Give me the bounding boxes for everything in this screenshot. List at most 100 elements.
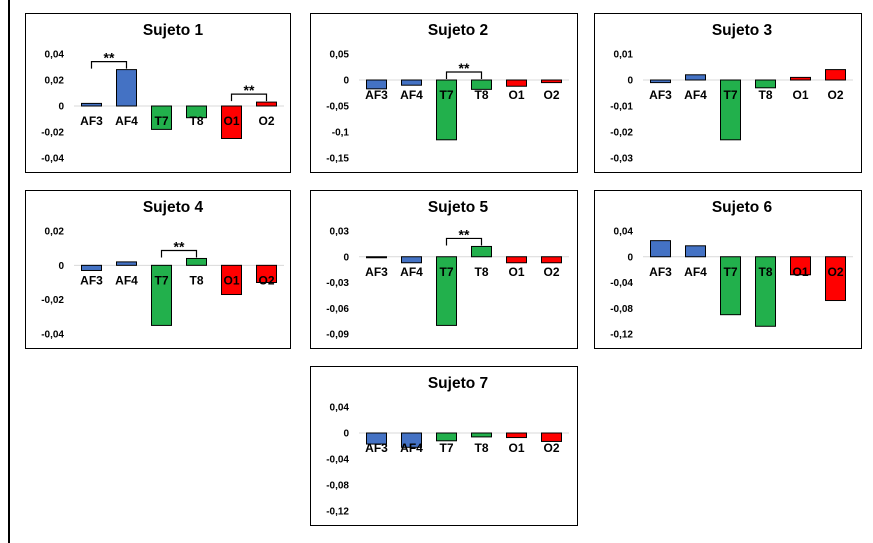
x-category-label: O1 <box>223 114 239 128</box>
y-tick-label: 0,01 <box>614 50 634 61</box>
bar-o1 <box>221 264 242 296</box>
bar-t7 <box>720 256 741 316</box>
y-tick-label: 0,05 <box>330 50 350 61</box>
chart-title: Sujeto 1 <box>143 22 204 39</box>
y-tick-label: -0,15 <box>326 154 349 165</box>
bar-af3 <box>366 256 387 259</box>
chart-svg: Sujeto 5 0,03 0 -0,03 -0,06 -0,09 AF3 AF4 T7 T8 O1… <box>326 199 569 341</box>
x-category-label: O1 <box>508 88 524 102</box>
x-category-label: O2 <box>543 88 559 102</box>
bar-af4 <box>116 261 137 266</box>
significance-bracket <box>160 249 198 258</box>
bar-o2 <box>256 101 277 107</box>
x-category-label: T8 <box>474 88 488 102</box>
chart-svg: Sujeto 6 0,04 0 -0,04 -0,08 -0,12 AF3 AF4 T7 T8 O1… <box>610 199 853 341</box>
y-tick-label: -0,03 <box>326 278 349 289</box>
x-category-label: O2 <box>827 88 843 102</box>
y-tick-label: -0,05 <box>326 102 349 113</box>
bar-o2 <box>825 69 846 81</box>
y-tick-label: -0,02 <box>41 295 64 306</box>
chart-panel-sujeto-2: Sujeto 2 0,05 0 -0,05 -0,1 -0,15 AF3 AF4 T7 T8 O1 O… <box>310 13 578 173</box>
bar-af4 <box>685 245 706 258</box>
bar-o2 <box>541 432 562 442</box>
bar-t7 <box>151 105 172 130</box>
y-tick-label: 0,04 <box>45 50 65 61</box>
x-category-label: O1 <box>792 88 808 102</box>
bar-t7 <box>436 256 457 326</box>
x-category-label: T8 <box>758 265 772 279</box>
x-category-label: O1 <box>792 265 808 279</box>
significance-bracket <box>230 93 268 102</box>
significance-bracket <box>445 71 483 79</box>
bar-t7 <box>436 432 457 442</box>
chart-panel-sujeto-1: Sujeto 1 0,04 0,02 0 -0,02 -0,04 AF3 AF4 T7 T8 O1 O… <box>25 13 291 173</box>
bar-af4 <box>685 74 706 81</box>
y-tick-label: -0,09 <box>326 330 349 341</box>
bar-t8 <box>471 245 492 258</box>
y-tick-label: 0 <box>343 429 349 440</box>
x-category-label: AF4 <box>115 114 138 128</box>
bar-o1 <box>506 79 527 87</box>
x-category-label: T7 <box>723 265 737 279</box>
y-tick-label: -0,06 <box>326 304 349 315</box>
x-category-label: O1 <box>508 265 524 279</box>
bar-t7 <box>151 264 172 326</box>
x-category-label: T7 <box>154 273 168 287</box>
chart-svg: Sujeto 2 0,05 0 -0,05 -0,1 -0,15 AF3 AF4 T7 T8 O1 O… <box>326 22 569 165</box>
bar-af4 <box>401 79 422 86</box>
significance-marker: ** <box>459 226 470 242</box>
bar-af4 <box>116 69 137 107</box>
bar-af3 <box>650 240 671 258</box>
bar-t8 <box>755 79 776 89</box>
x-category-label: AF3 <box>80 273 103 287</box>
x-category-label: AF3 <box>80 114 103 128</box>
significance-marker: ** <box>174 238 185 254</box>
chart-panel-sujeto-3: Sujeto 3 0,01 0 -0,01 -0,02 -0,03 AF3 AF4 T7 T8 O1… <box>594 13 862 173</box>
x-category-label: AF3 <box>649 265 672 279</box>
x-category-label: O2 <box>543 441 559 455</box>
bar-af3 <box>81 102 102 107</box>
bar-af4 <box>401 256 422 264</box>
x-category-label: AF4 <box>115 273 138 287</box>
y-tick-label: 0 <box>343 76 349 87</box>
x-category-label: T8 <box>189 114 203 128</box>
x-category-label: T8 <box>474 441 488 455</box>
chart-panel-sujeto-5: Sujeto 5 0,03 0 -0,03 -0,06 -0,09 AF3 AF4 T7 T8 O1… <box>310 190 578 349</box>
x-category-label: AF3 <box>365 441 388 455</box>
bar-t8 <box>186 257 207 266</box>
bar-af3 <box>81 264 102 271</box>
x-category-label: AF3 <box>365 88 388 102</box>
x-category-label: AF4 <box>684 265 707 279</box>
x-category-label: O1 <box>508 441 524 455</box>
y-tick-label: -0,12 <box>326 507 349 518</box>
significance-marker: ** <box>459 60 470 76</box>
y-tick-label: 0 <box>58 261 64 272</box>
y-tick-label: 0,04 <box>330 403 350 414</box>
y-tick-label: -0,1 <box>332 128 350 139</box>
significance-marker: ** <box>244 82 255 98</box>
bar-o1 <box>790 76 811 81</box>
y-tick-label: -0,04 <box>610 278 633 289</box>
x-category-label: T7 <box>439 441 453 455</box>
y-tick-label: -0,04 <box>41 154 64 165</box>
chart-title: Sujeto 7 <box>428 375 488 392</box>
x-category-label: T8 <box>474 265 488 279</box>
bar-o2 <box>541 256 562 264</box>
x-category-label: O2 <box>827 265 843 279</box>
x-category-label: T8 <box>758 88 772 102</box>
bar-af4 <box>401 432 422 448</box>
bar-o1 <box>221 105 242 139</box>
significance-bracket <box>90 61 128 69</box>
bar-o1 <box>506 432 527 439</box>
x-category-label: AF4 <box>684 88 707 102</box>
x-category-label: AF4 <box>400 265 423 279</box>
x-category-label: O2 <box>258 273 274 287</box>
significance-bracket <box>445 237 483 246</box>
y-tick-label: -0,04 <box>326 455 349 466</box>
y-tick-label: -0,02 <box>610 128 633 139</box>
y-tick-label: 0 <box>343 252 349 263</box>
y-tick-label: -0,04 <box>41 330 64 341</box>
chart-svg: Sujeto 3 0,01 0 -0,01 -0,02 -0,03 AF3 AF4 T7 T8 O1… <box>610 22 853 165</box>
chart-svg: Sujeto 4 0,02 0 -0,02 -0,04 AF3 AF4 T7 T8 O1 O2 ** <box>41 199 284 341</box>
chart-svg: Sujeto 7 0,04 0 -0,04 -0,08 -0,12 AF3 AF4 T7 T8 O1… <box>326 375 569 518</box>
